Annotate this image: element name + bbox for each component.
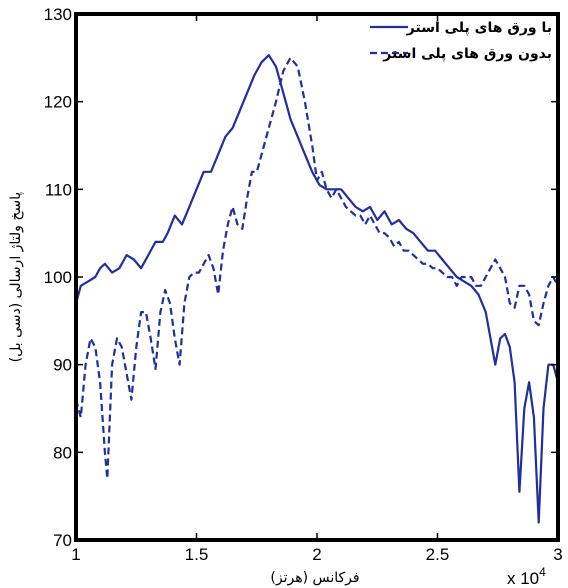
x-axis-multiplier-base: x 10 bbox=[507, 569, 539, 588]
x-tick-label: 1.5 bbox=[185, 545, 209, 564]
x-tick-label: 3 bbox=[553, 545, 562, 564]
series-line-solid bbox=[74, 54, 560, 524]
y-tick-label: 130 bbox=[44, 5, 72, 24]
x-axis-label: فرکانس (هرتز) bbox=[270, 570, 359, 586]
y-tick-label: 80 bbox=[53, 443, 72, 462]
x-tick-label: 2.5 bbox=[426, 545, 450, 564]
legend-entry-solid: با ورق های پلی استر bbox=[406, 20, 552, 36]
y-tick-label: 110 bbox=[45, 180, 72, 199]
x-tick-label: 1 bbox=[71, 545, 80, 564]
y-tick-label: 90 bbox=[53, 356, 72, 375]
series-line-dashed bbox=[74, 56, 559, 480]
legend: با ورق های پلی استر بدون ورق های پلی است… bbox=[370, 20, 552, 62]
y-tick-label: 100 bbox=[44, 268, 72, 287]
y-axis-label: پاسخ ولتاژ ارسالی (دسی بل) bbox=[8, 192, 24, 363]
x-tick-label: 2 bbox=[312, 545, 321, 564]
y-tick-label: 120 bbox=[44, 93, 72, 112]
x-axis-multiplier-exponent: 4 bbox=[539, 565, 546, 579]
x-axis-multiplier: x 104 bbox=[507, 565, 546, 588]
tick-layer: 1 1.5 2 2.5 3 70 80 90 100 110 120 130 bbox=[44, 5, 563, 564]
y-tick-label: 70 bbox=[53, 531, 72, 550]
series-layer bbox=[74, 54, 560, 524]
legend-entry-dashed: بدون ورق های پلی استر bbox=[382, 46, 552, 62]
